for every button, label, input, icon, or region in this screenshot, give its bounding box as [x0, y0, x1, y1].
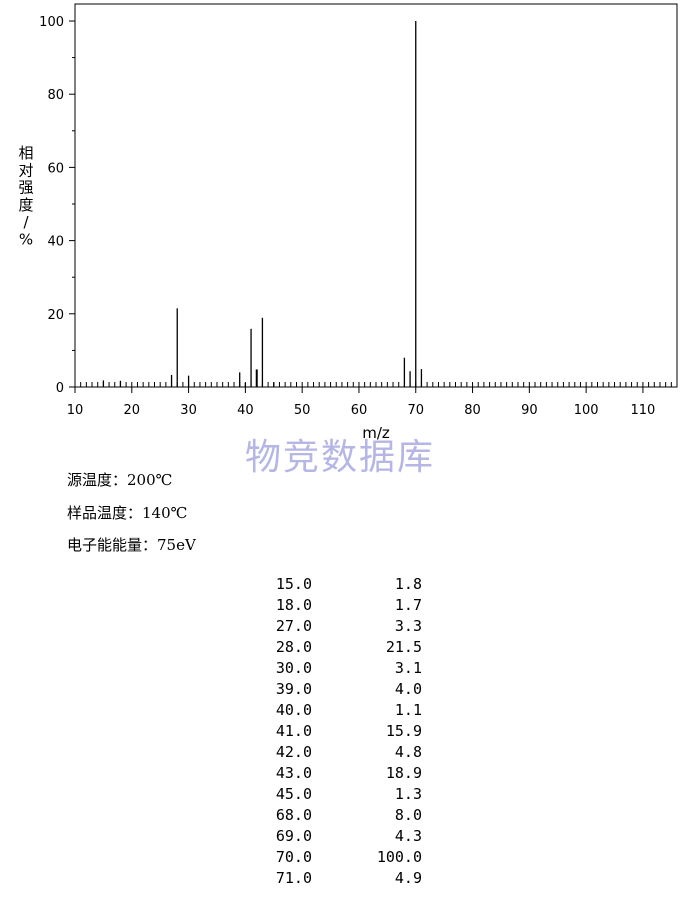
x-tick-label: 40 — [237, 403, 254, 418]
table-row: 27.0 3.3 — [250, 616, 422, 637]
mz-cell: 40.0 — [275, 701, 312, 719]
table-row: 70.0 100.0 — [250, 847, 422, 868]
abundance-cell: 15.9 — [385, 722, 422, 740]
x-axis-label: m/z — [362, 424, 390, 442]
x-minor-ticks — [74, 382, 678, 387]
abundance-cell: 1.8 — [394, 575, 422, 593]
abundance-cell: 1.1 — [394, 701, 422, 719]
table-row: 30.0 3.1 — [250, 658, 422, 679]
table-row: 40.0 1.1 — [250, 700, 422, 721]
y-axis-label-char: % — [19, 230, 33, 248]
mz-cell: 28.0 — [275, 638, 312, 656]
y-axis-ticks — [69, 20, 75, 388]
x-major-ticks — [74, 387, 644, 393]
y-tick-label: 100 — [39, 15, 64, 30]
x-tick-label: 10 — [67, 403, 84, 418]
mz-cell: 30.0 — [275, 659, 312, 677]
x-tick-labels: 10 20 30 40 50 60 70 80 90 100 110 — [67, 403, 656, 418]
abundance-cell: 4.9 — [394, 869, 422, 887]
table-row: 42.0 4.8 — [250, 742, 422, 763]
spectrum-bars — [102, 21, 423, 387]
y-axis-label: 相对强度/% — [18, 144, 33, 248]
mz-cell: 69.0 — [275, 827, 312, 845]
x-tick-label: 100 — [574, 403, 599, 418]
mz-cell: 42.0 — [275, 743, 312, 761]
y-axis-label-char: / — [23, 213, 29, 231]
table-row: 39.0 4.0 — [250, 679, 422, 700]
abundance-cell: 1.7 — [394, 596, 422, 614]
y-tick-label: 20 — [47, 308, 64, 323]
electron-energy: 电子能能量：75eV — [67, 536, 196, 554]
y-axis-label-char: 强 — [18, 179, 33, 197]
mz-cell: 43.0 — [275, 764, 312, 782]
x-tick-label: 70 — [407, 403, 424, 418]
y-axis-label-char: 对 — [18, 161, 33, 179]
abundance-cell: 18.9 — [385, 764, 422, 782]
abundance-cell: 4.8 — [394, 743, 422, 761]
table-row: 18.0 1.7 — [250, 595, 422, 616]
peak-table: 15.0 1.8 18.0 1.7 27.0 3.3 28.0 21.5 30.0 3.1 39.0… — [250, 574, 422, 889]
table-row: 68.0 8.0 — [250, 805, 422, 826]
mz-cell: 41.0 — [275, 722, 312, 740]
abundance-cell: 4.0 — [394, 680, 422, 698]
y-axis-label-char: 相 — [18, 144, 33, 162]
abundance-cell: 3.1 — [394, 659, 422, 677]
mz-cell: 68.0 — [275, 806, 312, 824]
x-tick-label: 20 — [124, 403, 141, 418]
x-tick-label: 60 — [351, 403, 368, 418]
y-tick-label: 0 — [56, 381, 64, 396]
abundance-cell: 4.3 — [394, 827, 422, 845]
y-tick-label: 80 — [47, 88, 64, 103]
mass-spectrum-chart: 10 20 30 40 50 60 70 80 90 100 110 0 20 40 60 80 100 m/… — [18, 3, 678, 442]
table-row: 45.0 1.3 — [250, 784, 422, 805]
y-tick-label: 60 — [47, 161, 64, 176]
table-row: 69.0 4.3 — [250, 826, 422, 847]
x-tick-label: 90 — [521, 403, 538, 418]
x-tick-label: 110 — [631, 403, 656, 418]
mz-cell: 39.0 — [275, 680, 312, 698]
mz-cell: 18.0 — [275, 596, 312, 614]
x-tick-label: 30 — [180, 403, 197, 418]
table-row: 15.0 1.8 — [250, 574, 422, 595]
mz-cell: 27.0 — [275, 617, 312, 635]
x-tick-label: 80 — [464, 403, 481, 418]
table-row: 71.0 4.9 — [250, 868, 422, 889]
abundance-cell: 1.3 — [394, 785, 422, 803]
abundance-cell: 8.0 — [394, 806, 422, 824]
table-row: 43.0 18.9 — [250, 763, 422, 784]
abundance-cell: 21.5 — [385, 638, 422, 656]
mz-cell: 70.0 — [275, 848, 312, 866]
x-tick-label: 50 — [294, 403, 311, 418]
source-temperature: 源温度：200℃ — [67, 471, 173, 489]
watermark: 物竞数据库 — [244, 437, 435, 478]
table-row: 28.0 21.5 — [250, 637, 422, 658]
mz-cell: 45.0 — [275, 785, 312, 803]
sample-temperature: 样品温度：140℃ — [67, 504, 188, 522]
y-tick-label: 40 — [47, 235, 64, 250]
plot-frame — [74, 3, 678, 388]
abundance-cell: 100.0 — [376, 848, 422, 866]
y-axis-label-char: 度 — [18, 196, 33, 214]
y-tick-labels: 0 20 40 60 80 100 — [39, 15, 64, 396]
mz-cell: 15.0 — [275, 575, 312, 593]
mz-cell: 71.0 — [275, 869, 312, 887]
abundance-cell: 3.3 — [394, 617, 422, 635]
table-row: 41.0 15.9 — [250, 721, 422, 742]
